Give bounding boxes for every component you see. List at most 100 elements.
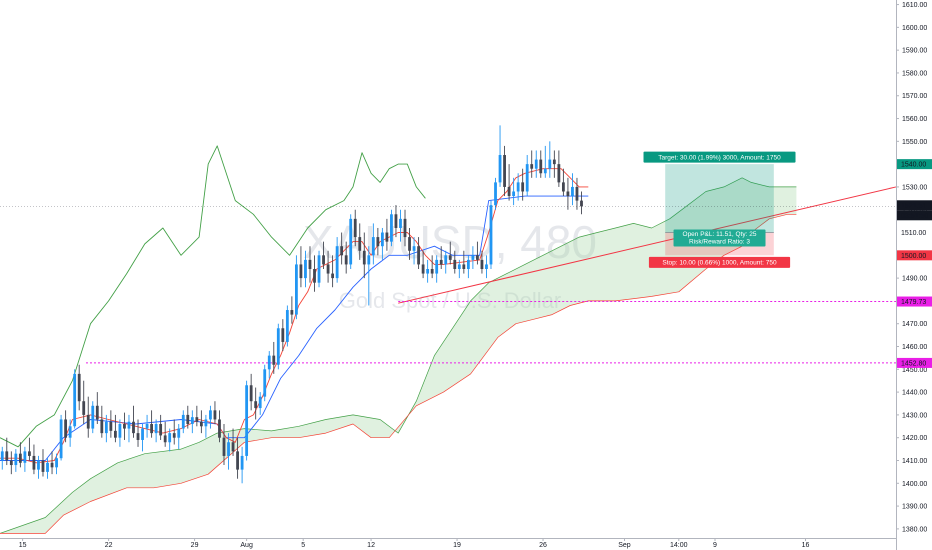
candle-body xyxy=(371,237,375,256)
candle-body xyxy=(412,246,416,251)
candle-body xyxy=(457,264,461,269)
candle-body xyxy=(285,310,289,342)
ichimoku-cloud xyxy=(0,177,797,534)
candle-body xyxy=(430,269,434,274)
risk-reward-label: Risk/Reward Ratio: 3 xyxy=(689,239,750,246)
candle-body xyxy=(5,451,9,461)
candle-body xyxy=(394,214,398,228)
price-tick-label: 1410.00 xyxy=(902,458,927,465)
stop-price-tag: 1500.00 xyxy=(901,253,926,260)
candle-body xyxy=(376,237,380,247)
candle-body xyxy=(408,237,411,251)
stop-label: Stop: 10.00 (0.66%) 1000, Amount: 750 xyxy=(662,260,777,267)
candle-body xyxy=(55,458,58,468)
candle-body xyxy=(462,264,466,269)
candle-body xyxy=(566,191,570,197)
candle-body xyxy=(362,250,366,265)
candle-body xyxy=(37,460,40,470)
price-tick-label: 1420.00 xyxy=(902,435,927,442)
candle-body xyxy=(190,417,194,425)
candle-body xyxy=(281,328,285,342)
candle-body xyxy=(50,462,54,468)
target-label-background xyxy=(643,151,796,163)
candle-body xyxy=(304,259,307,279)
candle-body xyxy=(227,442,230,456)
chikou-span-line xyxy=(0,145,426,448)
candle-body xyxy=(426,269,430,274)
price-axis[interactable]: 1380.00 1390.00 1400.00 1410.00 1420.00 1430.… xyxy=(896,0,932,550)
candle-body xyxy=(82,401,86,415)
candle-body xyxy=(240,455,244,470)
candle-body xyxy=(41,460,45,472)
candle-body xyxy=(163,435,167,443)
candle-body xyxy=(308,259,312,269)
candle-body xyxy=(46,462,49,472)
candle-body xyxy=(326,264,330,274)
candle-body xyxy=(132,421,135,434)
candle-body xyxy=(68,426,72,438)
candle-body xyxy=(86,414,90,429)
time-tick-label: 12 xyxy=(367,542,375,549)
candle-body xyxy=(335,246,339,279)
candle-body xyxy=(267,355,271,370)
price-tick-label: 1600.00 xyxy=(902,25,927,32)
candle-body xyxy=(272,355,276,365)
price-axis-background xyxy=(896,0,932,550)
candle-body xyxy=(525,164,529,192)
time-tick-label: 9 xyxy=(713,542,717,549)
candle-body xyxy=(480,259,484,269)
price-tick-label: 1610.00 xyxy=(902,2,927,9)
price-tick-label: 1390.00 xyxy=(902,504,927,511)
level-price-tag: 1452.80 xyxy=(901,360,926,367)
candle-body xyxy=(534,159,538,169)
candle-body xyxy=(466,259,470,269)
senkou-span-a-line xyxy=(0,177,797,534)
target-label: Target: 30.00 (1.99%) 3000, Amount: 1750 xyxy=(658,154,781,161)
time-tick-label: 16 xyxy=(802,542,810,549)
candle-body xyxy=(503,155,506,187)
bar-countdown-tag: 03:51:50 xyxy=(901,213,928,220)
candle-body xyxy=(358,237,362,251)
candle-body xyxy=(349,218,353,265)
candle-body xyxy=(421,264,425,274)
candle-body xyxy=(204,419,208,427)
candle-body xyxy=(385,232,389,242)
candle-body xyxy=(77,373,81,402)
time-axis[interactable]: 15 22 29 Aug 5 12 19 26 Sep 14:00 9 16 xyxy=(0,538,932,550)
profit-zone xyxy=(665,164,774,233)
candle-body xyxy=(14,453,18,466)
price-tick-label: 1470.00 xyxy=(902,321,927,328)
candle-body xyxy=(236,451,239,470)
candle-body xyxy=(222,437,226,456)
level-price-tag-background xyxy=(897,357,932,368)
candlestick-series xyxy=(0,125,896,484)
candle-body xyxy=(136,433,140,440)
candle-body xyxy=(276,328,280,365)
candle-body xyxy=(444,255,448,265)
price-tick-label: 1560.00 xyxy=(902,116,927,123)
candle-body xyxy=(18,453,22,463)
entry-price-tag: 1510.00 xyxy=(901,230,926,237)
price-tick-label: 1530.00 xyxy=(902,184,927,191)
candle-body xyxy=(186,414,190,425)
candle-body xyxy=(177,428,181,438)
candle-body xyxy=(127,421,131,429)
candle-body xyxy=(254,401,258,409)
candle-body xyxy=(249,385,253,402)
candle-body xyxy=(9,460,13,466)
candle-body xyxy=(209,410,212,420)
price-tick-label: 1570.00 xyxy=(902,93,927,100)
ichimoku-cloud-fill xyxy=(0,177,797,534)
candle-body xyxy=(539,159,543,174)
candle-body xyxy=(172,433,176,438)
candle-body xyxy=(557,164,561,183)
candle-body xyxy=(100,419,104,434)
candle-body xyxy=(561,182,565,192)
candle-body xyxy=(340,246,344,256)
candle-body xyxy=(95,405,99,420)
candle-body xyxy=(489,205,493,265)
pnl-label: Open P&L: 11.51, Qty: 25 xyxy=(683,231,757,238)
bar-countdown-tag-background xyxy=(897,210,932,221)
level-price-tag-background xyxy=(897,296,932,307)
